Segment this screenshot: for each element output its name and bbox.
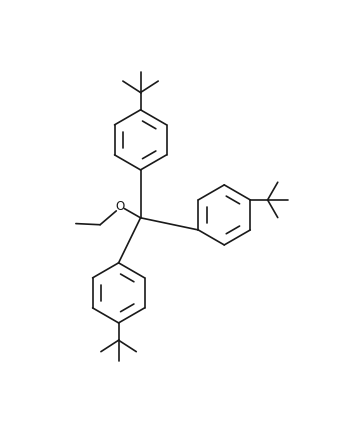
Text: O: O: [115, 200, 124, 213]
